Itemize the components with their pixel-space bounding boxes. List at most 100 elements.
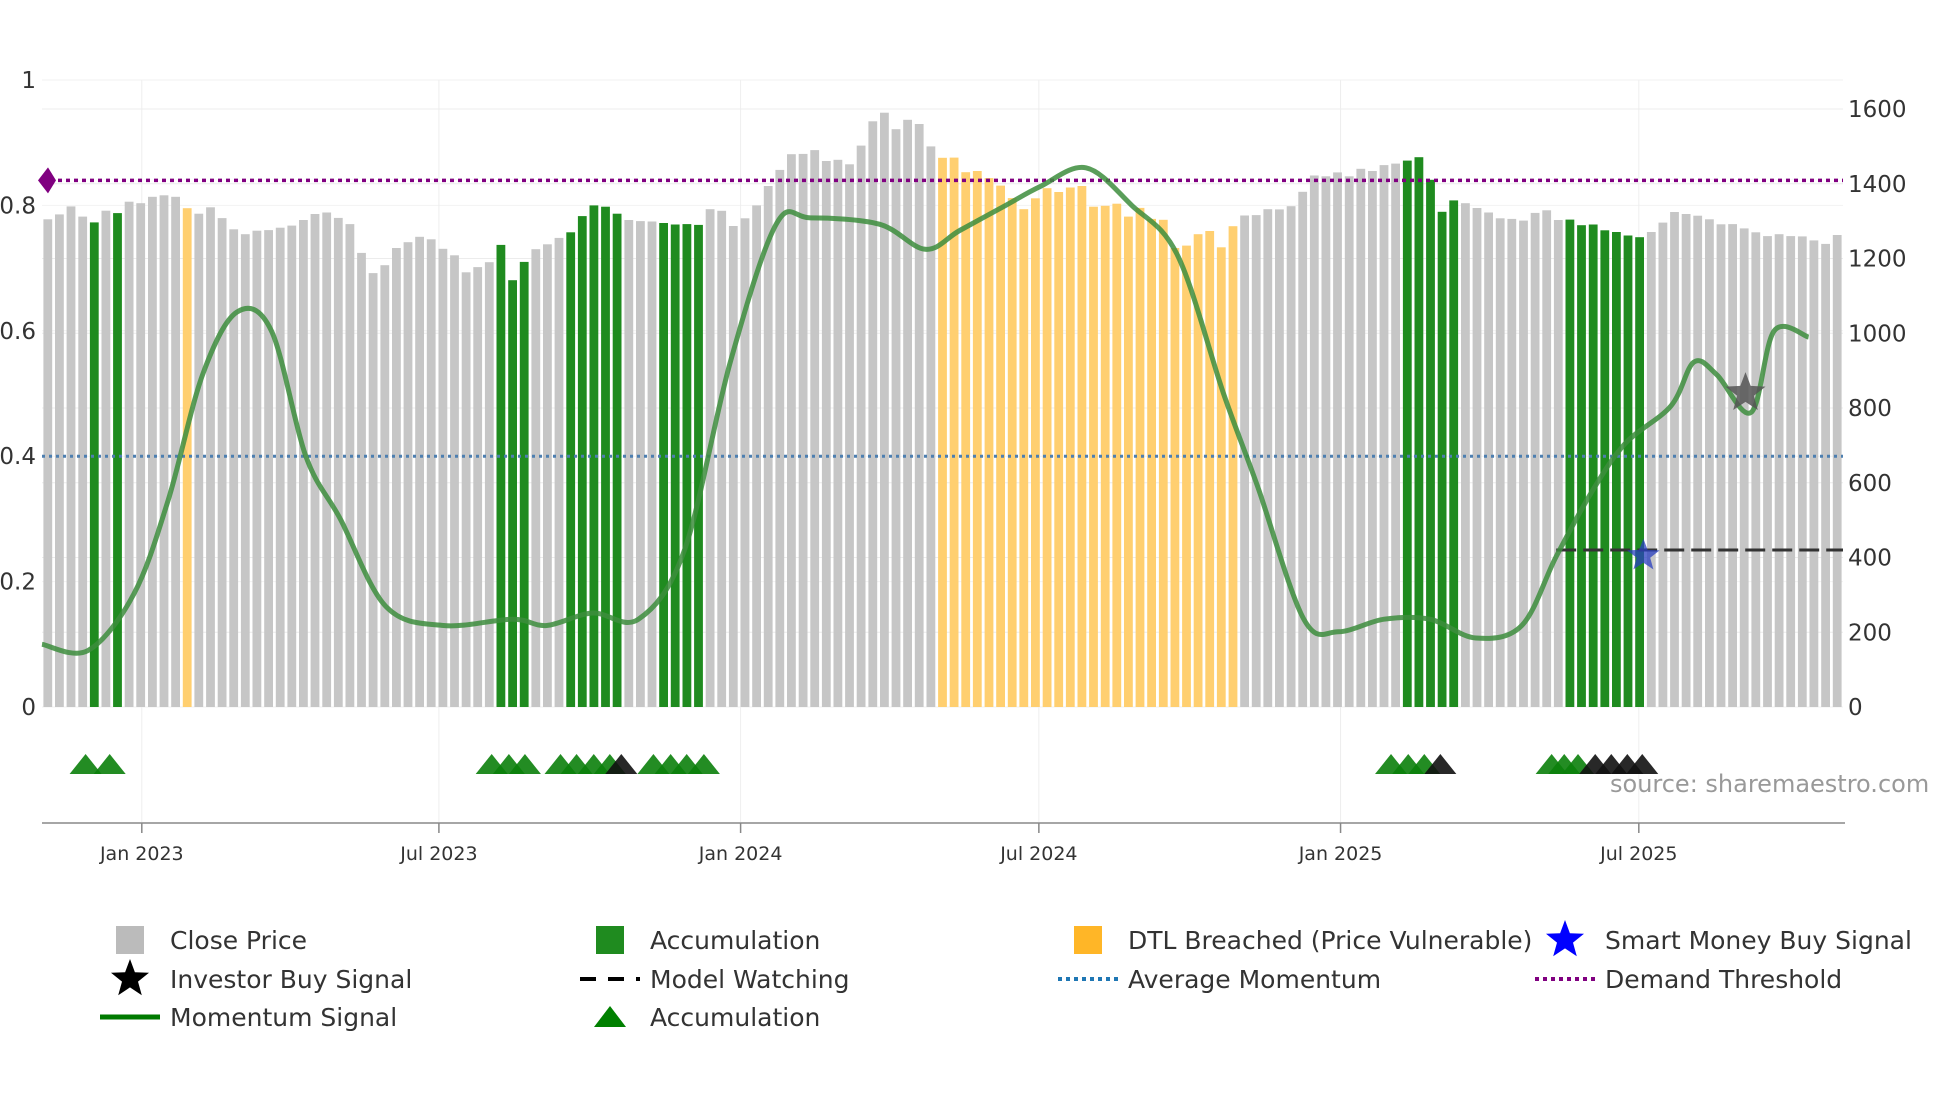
price-bar-100 [1205, 231, 1215, 707]
price-bar-31 [403, 242, 413, 707]
price-bar-51 [636, 221, 645, 707]
accumulation-marker-0 [69, 754, 102, 774]
legend-investor-buy-signal-icon [111, 959, 149, 996]
price-bar-91 [1100, 205, 1110, 708]
legend-average-momentum-label: Average Momentum [1128, 965, 1381, 994]
momentum-signal-line [41, 164, 1810, 656]
signal-markers [1627, 372, 1766, 570]
price-bar-124 [1484, 212, 1493, 707]
legend-momentum-signal-label: Momentum Signal [170, 1003, 397, 1032]
right-tick-label: 200 [1848, 620, 1892, 646]
price-bar-33 [426, 239, 436, 708]
price-bar-63 [775, 169, 785, 707]
price-bar-30 [392, 248, 401, 707]
price-bar-74 [903, 119, 912, 708]
price-bar-96 [1158, 219, 1168, 708]
legend-accumulation-label: Accumulation [650, 926, 820, 955]
price-bar-76 [926, 146, 936, 707]
price-bar-48 [601, 206, 610, 707]
price-bar-98 [1182, 245, 1191, 707]
left-tick-label: 0.2 [0, 570, 36, 596]
price-bar-13 [194, 213, 204, 707]
price-bar-49 [612, 213, 622, 707]
price-bar-99 [1193, 234, 1203, 707]
price-bar-44 [554, 237, 564, 707]
price-bar-113 [1356, 168, 1366, 708]
price-bar-117 [1402, 160, 1412, 708]
price-bar-101 [1216, 247, 1226, 708]
price-bar-39 [496, 244, 506, 707]
price-bar-87 [1054, 192, 1064, 707]
price-bar-81 [984, 178, 994, 708]
price-bar-42 [531, 249, 541, 707]
lower-panel [42, 754, 1845, 824]
price-bar-34 [438, 248, 448, 708]
price-bar-67 [821, 161, 831, 707]
right-tick-label: 1600 [1848, 97, 1907, 123]
price-bar-60 [740, 218, 750, 708]
legend-demand-threshold-label: Demand Threshold [1605, 965, 1842, 994]
price-bar-6 [113, 213, 122, 707]
price-bar-93 [1124, 216, 1133, 707]
right-tick-label: 1200 [1848, 247, 1907, 273]
price-bar-5 [101, 210, 111, 707]
price-bar-83 [1007, 198, 1017, 707]
price-bar-104 [1251, 215, 1261, 707]
price-bar-136 [1623, 235, 1633, 707]
price-bar-11 [171, 196, 180, 708]
price-bar-50 [624, 220, 634, 707]
price-bar-94 [1135, 207, 1145, 707]
price-bar-95 [1147, 218, 1156, 707]
price-bar-86 [1042, 188, 1052, 707]
price-bar-54 [670, 224, 680, 707]
price-bar-129 [1542, 210, 1552, 708]
legend-accumulation-swatch [596, 926, 624, 954]
accumulation-marker-1 [93, 754, 126, 774]
price-bar-88 [1065, 187, 1075, 707]
price-bar-64 [787, 154, 796, 707]
right-tick-label: 800 [1848, 396, 1892, 422]
price-bar-103 [1240, 215, 1249, 707]
price-bar-92 [1112, 203, 1122, 707]
legend-smart-money-buy-signal-icon [1546, 920, 1584, 957]
momentum-signal [41, 164, 1810, 656]
price-bar-153 [1821, 243, 1830, 707]
price-bar-127 [1519, 220, 1528, 707]
price-bar-35 [450, 255, 459, 708]
price-bar-59 [728, 226, 738, 707]
legend-dtl-breached-price-vulnerable-swatch [1074, 926, 1102, 954]
price-bar-41 [519, 261, 529, 707]
price-bar-115 [1379, 165, 1389, 708]
price-bar-79 [961, 172, 971, 707]
price-bar-21 [287, 225, 297, 707]
right-tick-label: 1400 [1848, 172, 1907, 198]
price-bar-80 [972, 171, 982, 707]
x-tick-label: Jul 2025 [1599, 843, 1677, 865]
price-bar-25 [333, 217, 343, 707]
price-bar-73 [891, 129, 901, 707]
price-bar-66 [810, 150, 820, 708]
price-bar-128 [1530, 212, 1540, 707]
price-bar-140 [1670, 212, 1679, 707]
price-bar-125 [1495, 218, 1505, 708]
price-bar-145 [1728, 224, 1737, 707]
price-bar-3 [78, 216, 88, 707]
legend-close-price-label: Close Price [170, 926, 307, 955]
price-bar-58 [717, 210, 727, 708]
price-bar-1 [55, 214, 64, 707]
price-bar-138 [1646, 232, 1656, 707]
price-bar-69 [845, 164, 854, 708]
left-tick-label: 1 [21, 68, 36, 94]
accumulation-marker-9 [605, 754, 638, 774]
legend-accumulation-label: Accumulation [650, 1003, 820, 1032]
demand-threshold-line [38, 167, 1843, 194]
price-bar-28 [368, 273, 378, 707]
price-bar-70 [856, 145, 866, 708]
price-bar-15 [217, 218, 227, 707]
price-bar-135 [1612, 232, 1621, 707]
legend-dtl-breached-price-vulnerable-label: DTL Breached (Price Vulnerable) [1128, 926, 1532, 955]
price-bar-10 [159, 195, 169, 708]
price-bar-9 [148, 196, 157, 708]
price-bar-82 [996, 185, 1005, 708]
